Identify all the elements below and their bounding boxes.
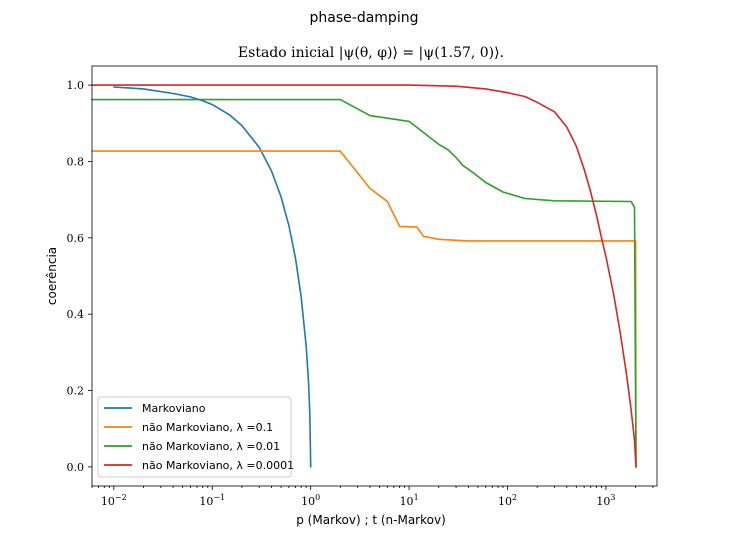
x-tick-label: 10−2 bbox=[101, 493, 127, 508]
x-tick-label: 101 bbox=[400, 493, 419, 508]
y-tick-label: 1.0 bbox=[67, 79, 85, 92]
series-line-4 bbox=[91, 84, 637, 468]
x-axis-label: p (Markov) ; t (n-Markov) bbox=[296, 513, 446, 527]
legend-label: Markoviano bbox=[142, 402, 206, 415]
legend-box bbox=[97, 396, 292, 478]
series-line-2 bbox=[91, 150, 637, 468]
legend-label: não Markoviano, λ =0.01 bbox=[142, 440, 280, 453]
plot-area bbox=[91, 84, 637, 468]
series-line-3 bbox=[91, 98, 637, 468]
legend: Markoviano não Markoviano, λ =0.1 não Mark… bbox=[97, 396, 294, 478]
series-line-1 bbox=[113, 86, 312, 468]
y-tick-label: 0.0 bbox=[67, 461, 85, 474]
x-tick-label: 103 bbox=[596, 493, 615, 508]
y-axis-label: coerência bbox=[45, 247, 59, 305]
axes-frame bbox=[91, 65, 658, 487]
x-tick-label: 102 bbox=[498, 493, 517, 508]
y-tick-label: 0.8 bbox=[67, 155, 85, 168]
x-axis: 10−2 10−1 100 101 102 103 bbox=[91, 486, 654, 508]
chart-suptitle: phase-damping bbox=[310, 10, 419, 26]
x-tick-label: 100 bbox=[301, 493, 320, 508]
chart-title: Estado inicial |ψ(θ, φ)⟩ = |ψ(1.57, 0)⟩. bbox=[238, 45, 504, 61]
y-tick-label: 0.4 bbox=[67, 308, 85, 321]
y-tick-label: 0.2 bbox=[67, 385, 85, 398]
y-tick-label: 0.6 bbox=[67, 232, 85, 245]
legend-label: não Markoviano, λ =0.0001 bbox=[142, 459, 294, 472]
legend-label: não Markoviano, λ =0.1 bbox=[142, 421, 273, 434]
x-tick-label: 10−1 bbox=[199, 493, 225, 508]
y-axis: 0.0 0.2 0.4 0.6 0.8 1.0 bbox=[67, 79, 92, 474]
